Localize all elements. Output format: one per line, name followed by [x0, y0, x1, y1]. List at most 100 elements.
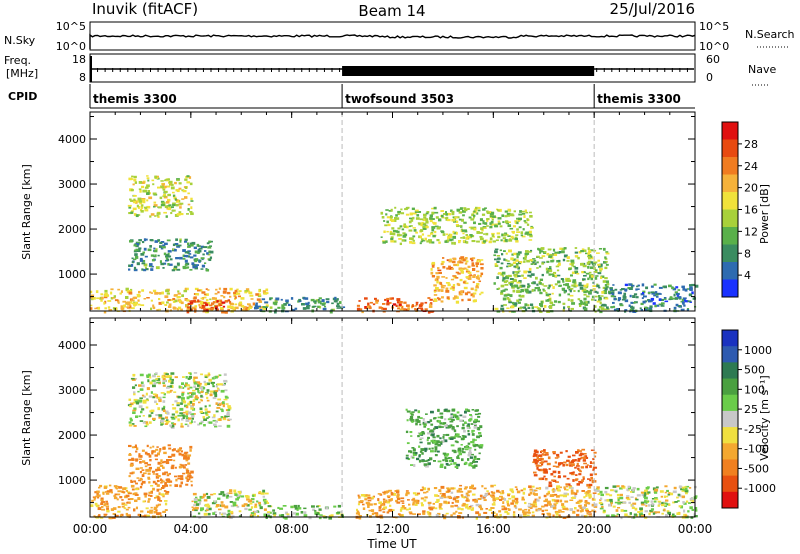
heatmap-cell	[422, 432, 426, 435]
heatmap-cell	[419, 235, 423, 239]
heatmap-cell	[160, 241, 165, 243]
heatmap-cell	[517, 220, 521, 222]
heatmap-cell	[460, 437, 465, 441]
heatmap-cell	[206, 382, 210, 386]
heatmap-cell	[433, 487, 438, 490]
heatmap-cell	[368, 306, 372, 310]
heatmap-cell	[103, 301, 106, 305]
heatmap-cell	[472, 429, 475, 432]
heatmap-cell	[185, 483, 189, 486]
heatmap-cell	[187, 203, 191, 206]
heatmap-cell	[660, 305, 665, 307]
heatmap-cell	[672, 490, 677, 494]
heatmap-cell	[314, 510, 317, 512]
heatmap-cell	[264, 306, 268, 309]
heatmap-cell	[687, 300, 692, 303]
heatmap-cell	[461, 270, 465, 274]
heatmap-cell	[381, 216, 385, 219]
heatmap-cell	[221, 504, 225, 508]
heatmap-cell	[452, 413, 457, 417]
heatmap-cell	[194, 396, 197, 400]
heatmap-cell	[505, 275, 509, 278]
heatmap-cell	[149, 376, 152, 379]
heatmap-cell	[552, 514, 555, 518]
heatmap-cell	[632, 488, 635, 492]
heatmap-cell	[198, 382, 202, 385]
heatmap-cell	[129, 417, 133, 421]
colorbar-tick-label: 12	[744, 225, 758, 238]
heatmap-cell	[431, 275, 436, 278]
heatmap-cell	[547, 268, 552, 270]
heatmap-cell	[447, 283, 451, 287]
heatmap-cell	[447, 501, 450, 504]
heatmap-cell	[202, 386, 206, 390]
heatmap-cell	[559, 247, 564, 250]
heatmap-cell	[600, 276, 603, 280]
heatmap-cell	[639, 507, 643, 510]
heatmap-cell	[458, 240, 462, 242]
heatmap-cell	[152, 192, 157, 195]
heatmap-cell	[265, 292, 269, 295]
nsearch-tick-bottom: 10^0	[699, 40, 729, 53]
heatmap-cell	[529, 259, 533, 262]
heatmap-cell	[449, 287, 453, 290]
heatmap-cell	[663, 297, 667, 299]
heatmap-cell	[421, 238, 424, 241]
heatmap-cell	[677, 493, 681, 496]
heatmap-cell	[577, 459, 581, 462]
heatmap-cell	[426, 211, 430, 214]
heatmap-cell	[571, 463, 575, 467]
heatmap-cell	[598, 501, 603, 505]
heatmap-cell	[461, 435, 464, 437]
heatmap-cell	[262, 290, 266, 293]
heatmap-cell	[541, 255, 546, 258]
heatmap-cell	[166, 474, 170, 477]
heatmap-cell	[471, 262, 475, 266]
heatmap-cell	[511, 495, 516, 499]
heatmap-cell	[274, 303, 278, 306]
heatmap-cell	[516, 490, 521, 494]
heatmap-cell	[445, 460, 449, 463]
heatmap-cell	[375, 513, 379, 517]
heatmap-cell	[258, 491, 262, 493]
heatmap-cell	[440, 415, 444, 419]
heatmap-cell	[379, 493, 383, 496]
heatmap-cell	[438, 505, 442, 509]
heatmap-cell	[511, 310, 515, 313]
heatmap-cell	[189, 386, 193, 389]
heatmap-cell	[142, 399, 147, 403]
heatmap-cell	[134, 499, 138, 503]
heatmap-cell	[552, 286, 555, 289]
heatmap-cell	[456, 463, 460, 467]
heatmap-cell	[392, 303, 397, 306]
heatmap-cell	[512, 232, 515, 234]
heatmap-cell	[558, 284, 562, 287]
heatmap-cell	[514, 279, 518, 282]
heatmap-cell	[571, 271, 575, 275]
heatmap-cell	[143, 492, 148, 496]
heatmap-cell	[457, 436, 461, 438]
heatmap-cell	[193, 381, 198, 385]
heatmap-cell	[460, 490, 464, 493]
heatmap-cell	[578, 302, 583, 306]
heatmap-cell	[519, 210, 522, 213]
heatmap-cell	[160, 422, 164, 426]
heatmap-cell	[428, 241, 433, 244]
heatmap-cell	[616, 308, 620, 311]
heatmap-cell	[523, 277, 527, 280]
heatmap-cell	[156, 512, 160, 516]
heatmap-cell	[424, 421, 428, 424]
heatmap-cell	[446, 296, 450, 300]
heatmap-cell	[168, 480, 173, 483]
heatmap-cell	[194, 376, 198, 379]
heatmap-cell	[383, 500, 387, 504]
heatmap-cell	[358, 496, 361, 499]
heatmap-cell	[504, 232, 507, 235]
heatmap-cell	[593, 480, 597, 483]
heatmap-cell	[654, 488, 659, 492]
heatmap-cell	[541, 513, 545, 515]
heatmap-cell	[442, 257, 445, 259]
heatmap-cell	[165, 373, 169, 376]
heatmap-cell	[567, 305, 571, 308]
heatmap-cell	[478, 452, 481, 455]
